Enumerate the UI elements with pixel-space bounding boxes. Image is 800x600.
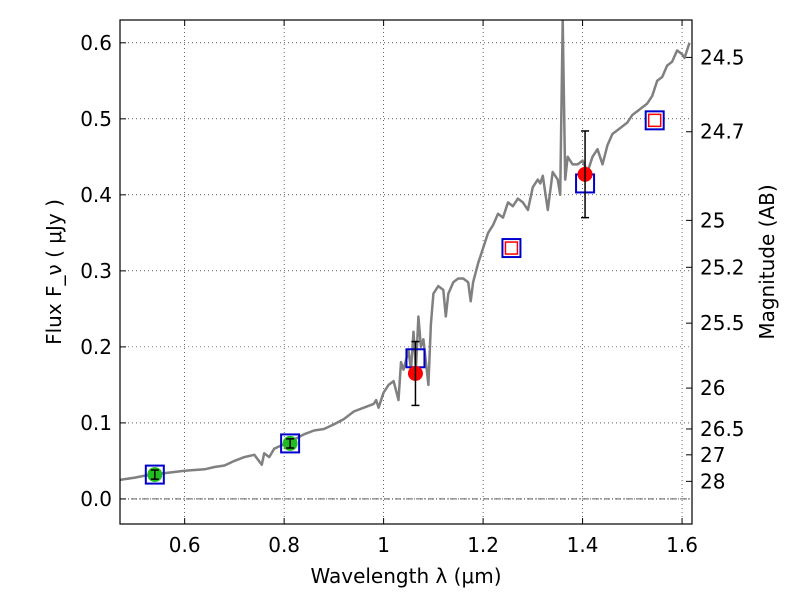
x-tick-label: 1.2: [467, 533, 499, 557]
y-tick-label: 0.3: [80, 259, 112, 283]
right-axis-label: Magnitude (AB): [755, 184, 779, 339]
right-tick-label: 26: [700, 376, 725, 400]
ticks: 0.6 0.8 1 1.2 1.4 1.6 0.0 0.1 0.2 0.3 0.4 0.5 0.6 24.…: [80, 20, 745, 557]
right-tick-label: 27: [700, 443, 725, 467]
grid: [120, 20, 692, 524]
upper-limit-marker: [504, 241, 519, 255]
x-axis-label: Wavelength λ (μm): [310, 564, 501, 588]
x-tick-label: 1.4: [567, 533, 599, 557]
model-photometry-marker: [644, 110, 665, 131]
right-tick-label: 24.7: [700, 120, 745, 144]
y-tick-label: 0.4: [80, 183, 112, 207]
x-tick-label: 1: [377, 533, 390, 557]
y-axis-label: Flux F_ν ( μJy ): [42, 199, 66, 345]
y-tick-label: 0.5: [80, 107, 112, 131]
plot-frame: [119, 19, 693, 525]
model-photometry-marker: [280, 433, 301, 454]
right-tick-label: 25: [700, 208, 725, 232]
x-tick-label: 1.6: [666, 533, 698, 557]
right-tick-label: 25.2: [700, 255, 745, 279]
model-photometry-marker: [501, 238, 522, 259]
y-tick-label: 0.2: [80, 335, 112, 359]
model-photometry-marker: [144, 464, 165, 485]
upper-limit-marker: [647, 113, 662, 128]
right-tick-label: 26.5: [700, 417, 745, 441]
right-tick-label: 25.5: [700, 311, 745, 335]
y-tick-label: 0.0: [80, 487, 112, 511]
spectrum-line: [120, 20, 691, 482]
right-tick-label: 24.5: [700, 45, 745, 69]
right-tick-label: 28: [700, 469, 725, 493]
y-tick-label: 0.6: [80, 31, 112, 55]
data-layer: [120, 20, 691, 485]
y-tick-label: 0.1: [80, 411, 112, 435]
x-tick-label: 0.6: [169, 533, 201, 557]
x-tick-label: 0.8: [268, 533, 300, 557]
